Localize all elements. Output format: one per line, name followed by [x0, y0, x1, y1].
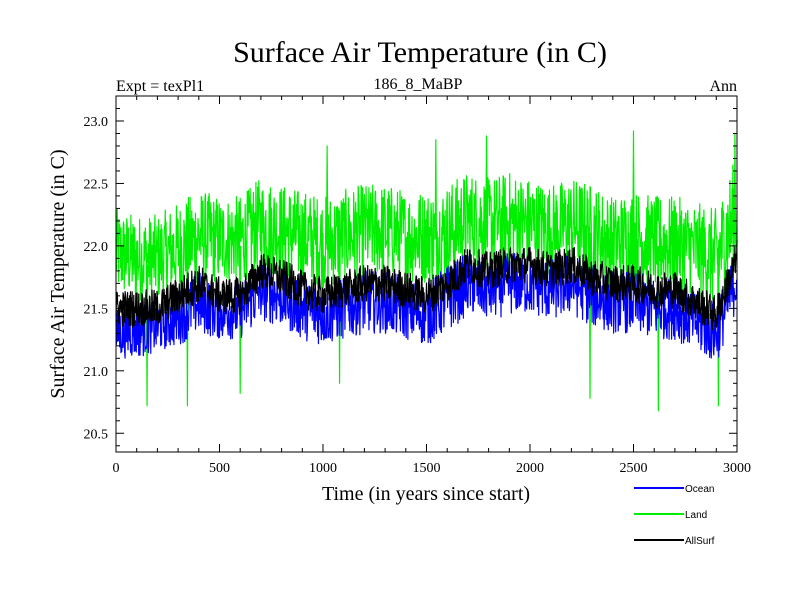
x-tick-label: 2500 [620, 461, 648, 476]
x-tick-label: 0 [113, 461, 120, 476]
expt-label: Expt = texPl1 [116, 78, 204, 95]
y-tick-label: 22.0 [84, 240, 109, 255]
x-axis: 0 500 1000 1500 2000 2500 3000 [113, 96, 751, 476]
x-axis-label: Time (in years since start) [322, 483, 530, 505]
chart-title: Surface Air Temperature (in C) [233, 36, 607, 69]
x-tick-label: 1500 [413, 461, 441, 476]
y-tick-label: 22.5 [84, 177, 109, 192]
legend-label-allsurf: AllSurf [685, 536, 715, 547]
legend: Ocean Land AllSurf [634, 484, 715, 547]
legend-label-land: Land [685, 510, 707, 521]
series-line-allsurf [115, 240, 738, 331]
plot-series [115, 130, 738, 412]
x-tick-label: 1000 [309, 461, 337, 476]
y-tick-label: 23.0 [84, 115, 109, 130]
y-tick-label: 21.5 [84, 302, 109, 317]
y-tick-label: 20.5 [84, 427, 109, 442]
y-axis-label: Surface Air Temperature (in C) [47, 149, 69, 398]
y-tick-label: 21.0 [84, 365, 109, 380]
run-label: 186_8_MaBP [374, 76, 463, 93]
x-tick-label: 2000 [516, 461, 544, 476]
season-label: Ann [709, 78, 737, 95]
x-tick-label: 3000 [723, 461, 751, 476]
x-tick-label: 500 [209, 461, 230, 476]
legend-label-ocean: Ocean [685, 484, 714, 495]
series-line-land [115, 130, 738, 412]
y-axis: 20.5 21.0 21.5 22.0 22.5 23.0 [84, 107, 737, 447]
